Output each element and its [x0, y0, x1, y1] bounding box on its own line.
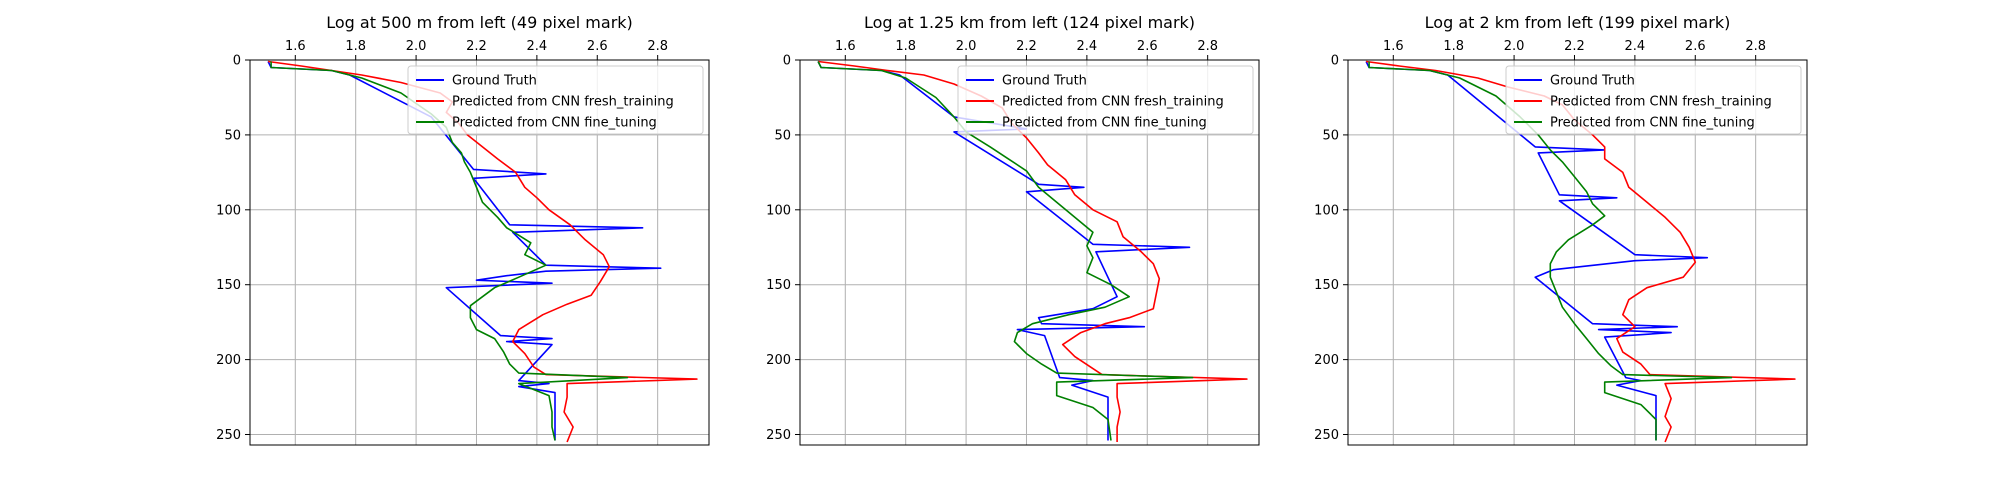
x-tick-label: 2.4	[1077, 39, 1098, 54]
legend-box	[1505, 65, 1802, 135]
legend: Ground Truth Predicted from CNN fresh_tra…	[407, 65, 704, 135]
x-tick-label: 2.0	[406, 39, 427, 54]
x-tick-label: 2.4	[527, 39, 548, 54]
legend-label: Predicted from CNN fresh_training	[452, 95, 674, 110]
x-tick-label: 1.6	[285, 39, 306, 54]
legend: Ground Truth Predicted from CNN fresh_tra…	[957, 65, 1254, 135]
legend-label: Predicted from CNN fresh_training	[1550, 95, 1772, 110]
x-tick-label: 2.8	[1197, 39, 1218, 54]
plot-frame	[249, 59, 710, 446]
x-tick-label: 1.8	[895, 39, 916, 54]
legend-label: Predicted from CNN fine_tuning	[452, 116, 657, 131]
subplot-1: Log at 500 m from left (49 pixel mark) 1…	[216, 13, 710, 446]
y-tick-label: 200	[216, 353, 241, 368]
x-tick-label: 2.2	[1016, 39, 1037, 54]
y-tick-label: 0	[1331, 54, 1339, 69]
y-tick-label: 50	[1322, 128, 1339, 143]
x-tick-label: 1.6	[1383, 39, 1404, 54]
subplot-title: Log at 1.25 km from left (124 pixel mark…	[864, 13, 1195, 32]
x-tick-label: 2.6	[587, 39, 608, 54]
plot-frame	[799, 59, 1260, 446]
subplot-2: Log at 1.25 km from left (124 pixel mark…	[766, 13, 1260, 446]
x-tick-label: 2.6	[1685, 39, 1706, 54]
y-tick-label: 250	[216, 428, 241, 443]
y-tick-label: 250	[1314, 428, 1339, 443]
x-tick-label: 2.0	[1504, 39, 1525, 54]
legend-box	[957, 65, 1254, 135]
legend-label: Predicted from CNN fresh_training	[1002, 95, 1224, 110]
y-tick-label: 0	[783, 54, 791, 69]
y-tick-label: 100	[1314, 203, 1339, 218]
y-tick-label: 0	[233, 54, 241, 69]
x-tick-label: 2.8	[647, 39, 668, 54]
legend-label: Predicted from CNN fine_tuning	[1550, 116, 1755, 131]
x-tick-label: 2.2	[466, 39, 487, 54]
x-tick-label: 2.0	[956, 39, 977, 54]
series-line-ground-truth	[1365, 61, 1709, 441]
subplot-title: Log at 500 m from left (49 pixel mark)	[326, 13, 633, 32]
y-tick-label: 100	[216, 203, 241, 218]
legend: Ground Truth Predicted from CNN fresh_tra…	[1505, 65, 1802, 135]
y-tick-label: 150	[216, 278, 241, 293]
y-tick-label: 250	[766, 428, 791, 443]
x-tick-label: 1.6	[835, 39, 856, 54]
legend-label: Ground Truth	[1550, 74, 1635, 89]
x-tick-label: 2.8	[1745, 39, 1766, 54]
subplot-3: Log at 2 km from left (199 pixel mark) 1…	[1314, 13, 1808, 446]
x-tick-label: 2.2	[1564, 39, 1585, 54]
plot-frame	[1347, 59, 1808, 446]
legend-label: Ground Truth	[1002, 74, 1087, 89]
legend-label: Predicted from CNN fine_tuning	[1002, 116, 1207, 131]
legend-box	[407, 65, 704, 135]
x-tick-label: 2.4	[1625, 39, 1646, 54]
y-tick-label: 200	[1314, 353, 1339, 368]
legend-label: Ground Truth	[452, 74, 537, 89]
y-tick-label: 150	[766, 278, 791, 293]
x-tick-label: 2.6	[1137, 39, 1158, 54]
x-tick-label: 1.8	[1443, 39, 1464, 54]
y-tick-label: 50	[224, 128, 241, 143]
y-tick-label: 100	[766, 203, 791, 218]
y-tick-label: 150	[1314, 278, 1339, 293]
subplot-title: Log at 2 km from left (199 pixel mark)	[1425, 13, 1731, 32]
y-tick-label: 200	[766, 353, 791, 368]
y-tick-label: 50	[774, 128, 791, 143]
x-tick-label: 1.8	[345, 39, 366, 54]
